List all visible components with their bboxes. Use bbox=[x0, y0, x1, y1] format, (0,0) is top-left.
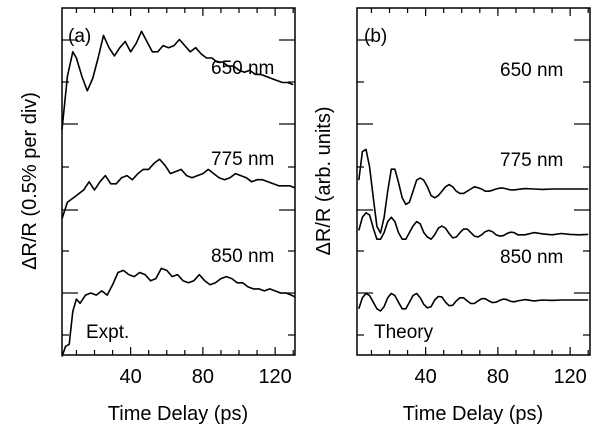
panel-a-annotation: Expt. bbox=[86, 322, 129, 343]
panel-b-ylabel: ΔR/R (arb. units) bbox=[313, 107, 335, 256]
panel-a-label: (a) bbox=[68, 26, 91, 47]
x-tick-label-120: 120 bbox=[553, 366, 586, 388]
panel-b-ticks bbox=[357, 8, 590, 355]
panel-b-theory: (b) Theory 40 80 120 650 nm 775 nm 850 nm Ti… bbox=[313, 7, 591, 425]
panel-b-xlabel: Time Delay (ps) bbox=[403, 403, 543, 425]
x-tick-label-80: 80 bbox=[487, 366, 509, 388]
x-tick-label-120: 120 bbox=[258, 366, 291, 388]
panel-b-annotation: Theory bbox=[374, 322, 434, 343]
panel-a-ylabel: ΔR/R (0.5% per div) bbox=[19, 92, 41, 270]
panel-a-ticks bbox=[62, 8, 295, 355]
series-label-650-nm: 650 nm bbox=[211, 58, 274, 79]
panel-a-xlabel: Time Delay (ps) bbox=[108, 403, 248, 425]
series-line-650-nm bbox=[61, 30, 294, 130]
panel-b-series: 650 nm 775 nm 850 nm bbox=[358, 60, 589, 312]
series-line-650-nm bbox=[358, 148, 589, 234]
series-label-850-nm: 850 nm bbox=[211, 246, 274, 267]
panel-a-xtick-labels: 40 80 120 bbox=[120, 366, 292, 388]
series-line-850-nm bbox=[358, 292, 589, 312]
x-tick-label-80: 80 bbox=[192, 366, 214, 388]
x-tick-label-40: 40 bbox=[415, 366, 437, 388]
panel-b-frame bbox=[356, 7, 591, 356]
panel-b-xtick-labels: 40 80 120 bbox=[415, 366, 587, 388]
panel-a-series: 650 nm 775 nm 850 nm bbox=[61, 30, 296, 357]
series-label-850-nm: 850 nm bbox=[500, 247, 563, 268]
series-label-775-nm: 775 nm bbox=[500, 150, 563, 171]
panel-a-expt: (a) Expt. 40 80 120 650 nm 775 nm 850 nm Tim… bbox=[19, 7, 296, 425]
series-line-775-nm bbox=[61, 158, 296, 219]
panel-b-label: (b) bbox=[364, 26, 387, 47]
series-label-650-nm: 650 nm bbox=[500, 60, 563, 81]
series-label-775-nm: 775 nm bbox=[211, 149, 274, 170]
series-line-775-nm bbox=[358, 212, 589, 240]
series-line-850-nm bbox=[61, 267, 296, 357]
panel-a-frame bbox=[61, 7, 296, 356]
x-tick-label-40: 40 bbox=[120, 366, 142, 388]
